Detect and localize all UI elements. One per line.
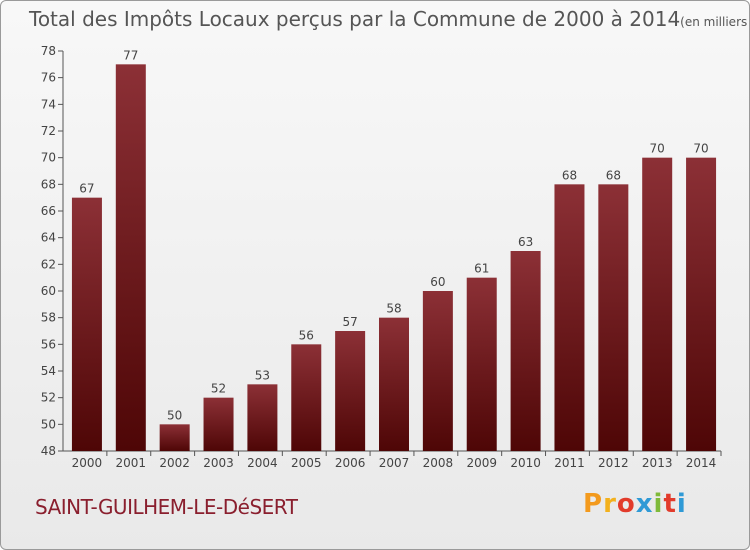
x-tick-label-2010: 2010 [510, 456, 541, 470]
bar-2002 [159, 424, 190, 451]
data-label-2014: 70 [693, 142, 708, 156]
bar-2004 [247, 384, 278, 451]
data-label-2010: 63 [518, 235, 533, 249]
x-tick-label-2000: 2000 [72, 456, 103, 470]
bar-2000 [71, 197, 102, 451]
data-label-2013: 70 [650, 142, 665, 156]
bar-2009 [466, 277, 497, 451]
x-tick-label-2005: 2005 [291, 456, 322, 470]
y-tick-label: 58 [41, 311, 56, 325]
data-label-2007: 58 [386, 302, 401, 316]
proxiti-logo: Proxiti [583, 489, 687, 519]
y-tick-label: 54 [41, 364, 56, 378]
data-label-2009: 61 [474, 262, 489, 276]
chart-axes: 48 50 52 54 56 58 60 62 64 66 68 70 72 74 76 78 2000 2001… [41, 44, 722, 470]
bar-2006 [335, 331, 366, 451]
chart-title-main: Total des Impôts Locaux perçus par la Co… [29, 7, 681, 31]
commune-name: SAINT-GUILHEM-LE-DéSERT [35, 495, 298, 519]
x-tick-label-2012: 2012 [598, 456, 629, 470]
bar-2001 [115, 64, 146, 452]
bar-2007 [379, 317, 409, 451]
y-tick-label: 66 [41, 204, 56, 218]
x-tick-label-2002: 2002 [159, 456, 190, 470]
x-tick-label-2008: 2008 [423, 456, 454, 470]
x-tick-label-2013: 2013 [642, 456, 673, 470]
y-tick-label: 76 [41, 71, 56, 85]
x-tick-label-2009: 2009 [466, 456, 497, 470]
y-tick-label: 48 [41, 444, 56, 458]
data-label-2006: 57 [342, 315, 357, 329]
data-label-2005: 56 [299, 328, 314, 342]
logo-letter: t [663, 489, 677, 519]
chart-title: Total des Impôts Locaux perçus par la Co… [29, 7, 749, 31]
data-label-2002: 50 [167, 408, 182, 422]
y-tick-label: 74 [41, 97, 56, 111]
logo-letter: r [603, 489, 617, 519]
bar-2010 [510, 251, 541, 451]
logo-letter: x [635, 489, 654, 519]
data-label-2008: 60 [430, 275, 445, 289]
bar-2011 [554, 184, 585, 452]
logo-letter: o [616, 489, 636, 519]
y-tick-label: 60 [41, 284, 56, 298]
logo-letter: P [583, 489, 604, 519]
logo-letter: i [676, 489, 687, 519]
logo-letter: i [653, 489, 664, 519]
x-tick-label-2014: 2014 [686, 456, 717, 470]
chart-bars: 67 77 50 52 53 56 57 58 60 61 63 68 68 70 70 [71, 48, 717, 452]
y-tick-label: 78 [41, 44, 56, 58]
y-tick-label: 56 [41, 337, 56, 351]
bar-2008 [422, 291, 453, 451]
y-tick-label: 70 [41, 151, 56, 165]
x-tick-label-2004: 2004 [247, 456, 278, 470]
y-tick-label: 72 [41, 124, 56, 138]
bar-2005 [291, 344, 322, 451]
x-tick-label-2007: 2007 [379, 456, 410, 470]
data-label-2011: 68 [562, 168, 577, 182]
chart-title-unit: (en milliers d'€) [680, 15, 749, 29]
x-tick-label-2006: 2006 [335, 456, 366, 470]
bar-2003 [203, 397, 234, 451]
x-tick-label-2003: 2003 [203, 456, 234, 470]
data-label-2001: 77 [123, 48, 138, 62]
bar-2014 [686, 157, 717, 451]
y-tick-label: 68 [41, 177, 56, 191]
y-tick-label: 50 [41, 417, 56, 431]
y-tick-label: 64 [41, 231, 56, 245]
data-label-2012: 68 [606, 168, 621, 182]
data-label-2000: 67 [79, 182, 94, 196]
x-tick-label-2011: 2011 [554, 456, 585, 470]
y-tick-label: 52 [41, 391, 56, 405]
x-tick-label-2001: 2001 [116, 456, 147, 470]
data-label-2004: 53 [255, 368, 270, 382]
bar-2012 [598, 184, 629, 452]
bar-2013 [642, 157, 673, 451]
y-tick-label: 62 [41, 257, 56, 271]
data-label-2003: 52 [211, 382, 226, 396]
